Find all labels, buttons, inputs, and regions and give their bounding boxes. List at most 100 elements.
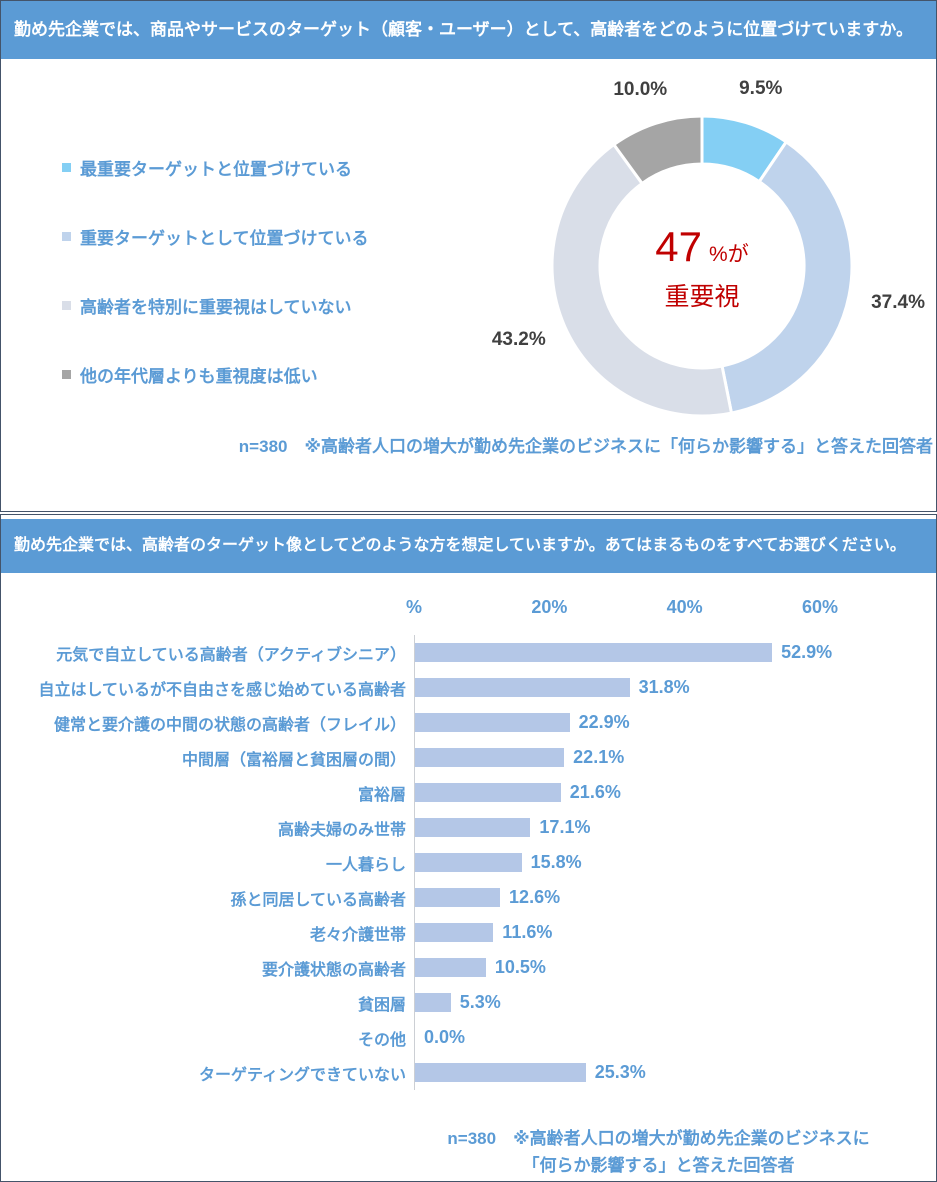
- donut-slice-value-2: 43.2%: [491, 329, 546, 351]
- bar-axis-ticks: % 20% 40% 60%: [406, 597, 838, 627]
- bar-category-label: 自立はしているが不自由さを感じ始めている高齢者: [38, 681, 406, 699]
- bar-track: 22.1%: [414, 740, 936, 775]
- bar-fill: [415, 853, 522, 872]
- bar-value-label: 25.3%: [594, 1062, 646, 1082]
- bar-fill: [415, 818, 531, 837]
- bar-rows: 元気で自立している高齢者（アクティブシニア） 52.9% 自立はしているが不自由さを…: [10, 635, 936, 1090]
- bar-row-7: 孫と同居している高齢者 12.6%: [10, 880, 936, 915]
- bar-category-label: 健常と要介護の中間の状態の高齢者（フレイル）: [53, 716, 406, 734]
- bar-track: 12.6%: [414, 880, 936, 915]
- bar-category-label: 貧困層: [357, 996, 406, 1014]
- legend-swatch-icon: [62, 162, 71, 172]
- legend-swatch-icon: [62, 369, 71, 379]
- bar-category-label: その他: [357, 1031, 406, 1049]
- bar-row-12: ターゲティングできていない 25.3%: [10, 1055, 936, 1090]
- bar-sample-note: n=380 ※高齢者人口の増大が勤め先企業のビジネスに 「何らか影響する」と答え…: [371, 1125, 937, 1179]
- donut-survey-panel: 勤め先企業では、商品やサービスのターゲット（顧客・ユーザー）として、高齢者をどの…: [0, 0, 937, 512]
- bar-track: 10.5%: [414, 950, 936, 985]
- bar-category-label: 元気で自立している高齢者（アクティブシニア）: [56, 646, 406, 664]
- bar-row-8: 老々介護世帯 11.6%: [10, 915, 936, 950]
- bar-value-label: 11.6%: [502, 922, 553, 942]
- donut-svg: [550, 114, 854, 418]
- bar-row-10: 貧困層 5.3%: [10, 985, 936, 1020]
- bar-fill: [415, 783, 561, 802]
- bar-fill: [415, 888, 501, 907]
- bar-value-label: 5.3%: [459, 992, 501, 1012]
- bar-track: 17.1%: [414, 810, 936, 845]
- donut-center-annotation: 47 %が 重要視: [655, 223, 748, 313]
- bar-survey-panel: 勤め先企業では、高齢者のターゲット像としてどのような方を想定していますか。あては…: [0, 514, 937, 1182]
- legend-swatch-icon: [62, 300, 71, 310]
- donut-slice-value-1: 37.4%: [871, 291, 925, 313]
- donut-question-title: 勤め先企業では、商品やサービスのターゲット（顧客・ユーザー）として、高齢者をどの…: [14, 20, 913, 39]
- bar-fill: [415, 713, 570, 732]
- bar-track: 52.9%: [414, 635, 936, 670]
- bar-value-label: 21.6%: [569, 782, 621, 802]
- bar-track: 22.9%: [414, 705, 936, 740]
- legend-item-1: 重要ターゲットとして位置づけている: [62, 224, 369, 248]
- legend-item-0: 最重要ターゲットと位置づけている: [62, 155, 369, 179]
- bar-fill: [415, 643, 773, 662]
- donut-slice-value-0: 9.5%: [739, 78, 783, 100]
- legend-item-label: 重要ターゲットとして位置づけている: [80, 228, 369, 248]
- bar-fill: [415, 923, 494, 942]
- legend-swatch-icon: [62, 231, 71, 241]
- legend-item-label: 他の年代層よりも重視度は低い: [80, 366, 318, 386]
- bar-value-label: 22.1%: [573, 747, 625, 767]
- bar-category-label: 一人暮らし: [325, 856, 406, 874]
- donut-chart: 9.5% 37.4% 43.2% 10.0% 47 %が 重要視: [492, 78, 925, 471]
- bar-sample-note-line1: n=380 ※高齢者人口の増大が勤め先企業のビジネスに: [447, 1129, 870, 1148]
- center-annotation-value: 47: [655, 223, 703, 270]
- bar-track: 25.3%: [414, 1055, 936, 1090]
- bar-panel-body: % 20% 40% 60% 元気で自立している高齢者（アクティブシニア） 52.9% 自立…: [1, 573, 936, 1179]
- legend-item-label: 最重要ターゲットと位置づけている: [80, 159, 352, 179]
- donut-panel-body: 最重要ターゲットと位置づけている 重要ターゲットとして位置づけている 高齢者を特別に…: [1, 59, 936, 509]
- tick-label-0: %: [405, 597, 423, 617]
- bar-row-5: 高齢夫婦のみ世帯 17.1%: [10, 810, 936, 845]
- center-annotation-line2: 重要視: [664, 283, 740, 311]
- donut-slice-1: [720, 139, 854, 415]
- bar-fill: [415, 958, 486, 977]
- bar-value-label: 0.0%: [424, 1027, 466, 1047]
- bar-value-label: 17.1%: [539, 817, 591, 837]
- bar-row-9: 要介護状態の高齢者 10.5%: [10, 950, 936, 985]
- bar-category-label: 高齢夫婦のみ世帯: [277, 821, 406, 839]
- bar-track: 5.3%: [414, 985, 936, 1020]
- bar-track: 31.8%: [414, 670, 936, 705]
- tick-label-1: 20%: [531, 597, 568, 617]
- bar-track: 11.6%: [414, 915, 936, 950]
- bar-value-label: 10.5%: [494, 957, 546, 977]
- center-annotation-unit: %が: [709, 243, 749, 266]
- tick-label-3: 60%: [801, 597, 839, 617]
- donut-slice-value-3: 10.0%: [613, 79, 668, 101]
- bar-track: 0.0%: [414, 1020, 936, 1055]
- bar-category-label: 孫と同居している高齢者: [230, 891, 406, 909]
- bar-track: 21.6%: [414, 775, 936, 810]
- bar-fill: [415, 993, 451, 1012]
- donut-panel-header: 勤め先企業では、商品やサービスのターゲット（顧客・ユーザー）として、高齢者をどの…: [1, 1, 936, 59]
- legend-item-2: 高齢者を特別に重要視はしていない: [62, 293, 369, 317]
- bar-question-title: 勤め先企業では、高齢者のターゲット像としてどのような方を想定していますか。あては…: [14, 537, 906, 554]
- bar-value-label: 12.6%: [509, 887, 561, 907]
- bar-panel-header: 勤め先企業では、高齢者のターゲット像としてどのような方を想定していますか。あては…: [1, 519, 936, 573]
- bar-value-label: 31.8%: [638, 677, 690, 697]
- legend-item-label: 高齢者を特別に重要視はしていない: [80, 297, 352, 317]
- bar-row-11: その他 0.0%: [10, 1020, 936, 1055]
- bar-row-3: 中間層（富裕層と貧困層の間） 22.1%: [10, 740, 936, 775]
- bar-category-label: 富裕層: [357, 786, 406, 804]
- bar-row-2: 健常と要介護の中間の状態の高齢者（フレイル） 22.9%: [10, 705, 936, 740]
- bar-fill: [415, 748, 565, 767]
- bar-fill: [415, 678, 630, 697]
- bar-value-label: 15.8%: [530, 852, 582, 872]
- bar-fill: [415, 1063, 586, 1082]
- donut-sample-note: n=380 ※高齢者人口の増大が勤め先企業のビジネスに「何らか影響する」と答えた…: [238, 437, 933, 456]
- bar-row-1: 自立はしているが不自由さを感じ始めている高齢者 31.8%: [10, 670, 936, 705]
- bar-sample-note-line2: 「何らか影響する」と答えた回答者: [522, 1156, 795, 1175]
- tick-label-2: 40%: [666, 597, 703, 617]
- donut-legend: 最重要ターゲットと位置づけている 重要ターゲットとして位置づけている 高齢者を特別に…: [62, 155, 369, 431]
- legend-item-3: 他の年代層よりも重視度は低い: [62, 362, 369, 386]
- bar-category-label: ターゲティングできていない: [198, 1066, 406, 1084]
- bar-category-label: 要介護状態の高齢者: [261, 961, 406, 979]
- bar-category-label: 老々介護世帯: [309, 926, 406, 944]
- bar-row-4: 富裕層 21.6%: [10, 775, 936, 810]
